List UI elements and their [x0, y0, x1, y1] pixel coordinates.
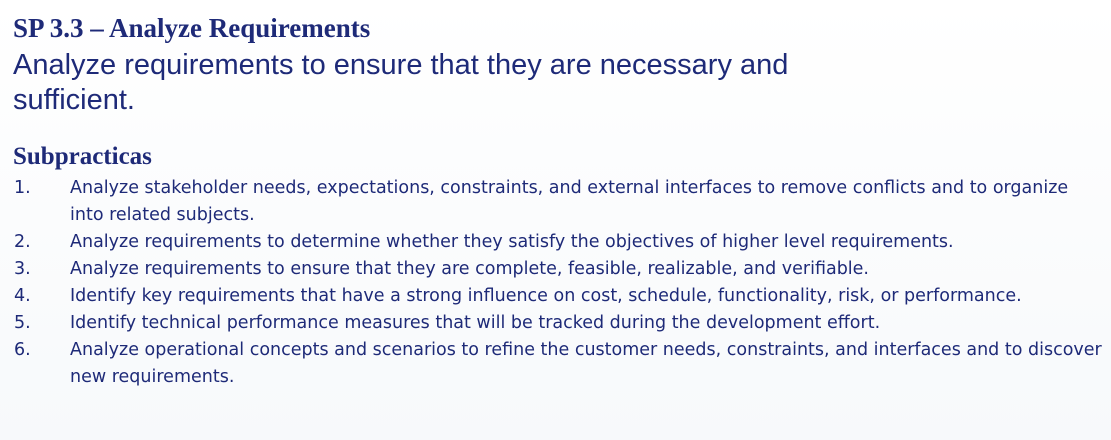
subpractice-item: 2. Analyze requirements to determine whe… — [14, 229, 1104, 256]
subpractice-text: Analyze operational concepts and scenari… — [70, 340, 1102, 387]
subpractice-number: 4. — [14, 286, 31, 306]
subpractices-list: 1. Analyze stakeholder needs, expectatio… — [14, 175, 1104, 391]
subpractices-heading: Subpracticas — [13, 143, 152, 170]
subpractice-number: 2. — [14, 232, 31, 252]
subpractice-text: Identify technical performance measures … — [70, 313, 881, 333]
specific-practice-goal: Analyze requirements to ensure that they… — [13, 49, 789, 116]
subpractice-text: Analyze requirements to ensure that they… — [70, 259, 869, 279]
subpractice-item: 5. Identify technical performance measur… — [14, 310, 1104, 337]
subpractice-text: Analyze requirements to determine whethe… — [70, 232, 954, 252]
subpractice-number: 5. — [14, 313, 31, 333]
subpractice-number: 3. — [14, 259, 31, 279]
subpractice-text: Analyze stakeholder needs, expectations,… — [70, 178, 1069, 225]
subpractice-number: 6. — [14, 340, 31, 360]
subpractice-text: Identify key requirements that have a st… — [70, 286, 1022, 306]
subpractice-item: 1. Analyze stakeholder needs, expectatio… — [14, 175, 1104, 229]
slide-title: SP 3.3 – Analyze Requirements — [13, 13, 371, 43]
subpractice-item: 4. Identify key requirements that have a… — [14, 283, 1104, 310]
subpractice-item: 3. Analyze requirements to ensure that t… — [14, 256, 1104, 283]
subpractice-number: 1. — [14, 178, 31, 198]
subpractice-item: 6. Analyze operational concepts and scen… — [14, 337, 1104, 391]
